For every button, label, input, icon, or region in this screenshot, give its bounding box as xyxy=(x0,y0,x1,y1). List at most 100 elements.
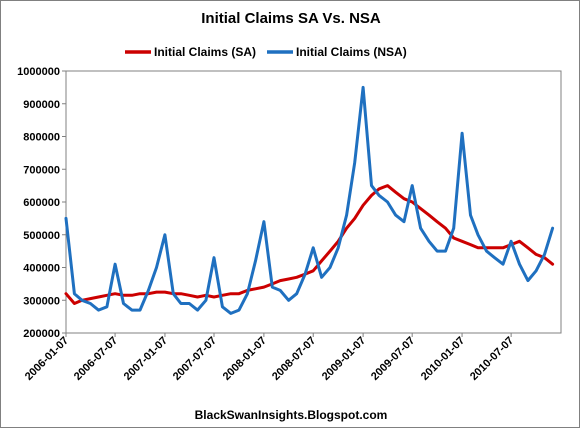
data-point-nsa xyxy=(477,233,479,236)
data-point-sa xyxy=(163,291,166,294)
data-point-nsa xyxy=(196,309,199,312)
legend-label-nsa: Initial Claims (NSA) xyxy=(296,45,407,59)
data-point-nsa xyxy=(386,201,389,203)
data-point-sa xyxy=(362,204,365,207)
data-point-nsa xyxy=(428,240,430,243)
series-line-nsa xyxy=(64,85,555,315)
y-tick-label: 300000 xyxy=(23,295,60,307)
data-point-nsa xyxy=(518,263,521,266)
data-point-sa xyxy=(114,292,117,295)
data-point-nsa xyxy=(535,269,538,272)
data-point-sa xyxy=(436,220,439,223)
data-point-sa xyxy=(452,237,455,239)
data-point-nsa xyxy=(246,292,249,295)
chart-title: Initial Claims SA Vs. NSA xyxy=(201,10,381,27)
data-point-nsa xyxy=(73,292,76,295)
data-point-nsa xyxy=(221,305,224,308)
data-point-sa xyxy=(155,291,158,294)
data-point-nsa xyxy=(394,214,397,217)
data-point-nsa xyxy=(345,214,348,217)
data-point-nsa xyxy=(543,253,546,256)
data-point-sa xyxy=(287,278,290,280)
data-point-sa xyxy=(279,279,282,282)
data-point-nsa xyxy=(130,309,133,312)
data-point-nsa xyxy=(139,309,141,312)
data-point-nsa xyxy=(452,227,455,230)
x-tick-label: 2007-07-07 xyxy=(171,335,219,383)
x-tick-label: 2008-01-07 xyxy=(221,335,269,383)
data-point-sa xyxy=(188,294,191,297)
data-point-nsa xyxy=(122,302,125,305)
data-point-nsa xyxy=(271,286,274,289)
y-tick-label: 400000 xyxy=(23,263,60,275)
data-point-nsa xyxy=(179,302,182,305)
data-point-sa xyxy=(378,187,381,190)
y-tick-label: 500000 xyxy=(23,230,60,242)
y-tick-label: 600000 xyxy=(23,197,60,209)
data-point-sa xyxy=(444,227,447,230)
data-point-sa xyxy=(105,294,108,297)
data-point-nsa xyxy=(155,266,158,269)
data-point-sa xyxy=(526,246,529,249)
y-tick-label: 700000 xyxy=(23,164,60,176)
data-point-sa xyxy=(73,302,76,305)
data-point-sa xyxy=(238,292,240,295)
legend: Initial Claims (SA) Initial Claims (NSA) xyxy=(125,45,407,59)
data-point-nsa xyxy=(114,263,117,266)
data-point-nsa xyxy=(411,184,414,187)
x-tick-label: 2009-07-07 xyxy=(369,335,417,383)
data-point-nsa xyxy=(81,299,83,302)
data-point-nsa xyxy=(279,289,282,292)
data-point-nsa xyxy=(493,256,496,259)
data-point-sa xyxy=(345,227,348,230)
data-point-nsa xyxy=(312,246,315,249)
data-point-nsa xyxy=(147,289,150,292)
legend-label-sa: Initial Claims (SA) xyxy=(154,45,256,59)
data-point-sa xyxy=(394,191,397,194)
data-point-nsa xyxy=(188,302,191,305)
data-point-nsa xyxy=(172,292,175,295)
data-point-sa xyxy=(329,250,331,253)
data-point-sa xyxy=(196,296,199,298)
data-point-nsa xyxy=(97,309,100,312)
data-point-nsa xyxy=(329,266,331,269)
series-group xyxy=(64,85,555,315)
y-tick-label: 900000 xyxy=(23,99,60,111)
data-point-nsa xyxy=(526,279,529,282)
data-point-nsa xyxy=(163,233,166,236)
y-tick-label: 1000000 xyxy=(17,66,60,78)
data-point-sa xyxy=(461,240,464,243)
data-point-sa xyxy=(254,287,257,290)
x-tick-label: 2006-07-07 xyxy=(72,335,120,383)
data-point-nsa xyxy=(510,240,513,243)
data-point-sa xyxy=(89,297,92,300)
y-tick-label: 800000 xyxy=(23,132,60,144)
data-point-sa xyxy=(518,240,521,243)
x-axis: 2006-01-07 2006-07-07 2007-01-07 2007-07-07… xyxy=(23,333,516,383)
data-point-sa xyxy=(386,184,389,187)
data-point-sa xyxy=(229,292,232,295)
data-point-sa xyxy=(469,243,472,246)
data-point-sa xyxy=(493,246,496,249)
data-point-sa xyxy=(295,276,298,279)
data-point-nsa xyxy=(551,227,554,230)
data-point-nsa xyxy=(295,292,298,295)
data-point-sa xyxy=(419,207,422,210)
data-point-nsa xyxy=(362,86,365,89)
data-point-sa xyxy=(213,296,215,298)
data-point-nsa xyxy=(320,276,323,279)
data-point-nsa xyxy=(444,250,447,253)
data-point-sa xyxy=(477,246,479,249)
data-point-sa xyxy=(179,292,182,295)
data-point-nsa xyxy=(469,214,472,217)
data-point-sa xyxy=(320,259,323,262)
data-point-nsa xyxy=(461,132,464,135)
data-point-nsa xyxy=(304,273,307,276)
data-point-nsa xyxy=(105,305,108,308)
data-point-nsa xyxy=(213,256,215,259)
data-point-sa xyxy=(139,292,141,295)
data-point-sa xyxy=(502,246,504,249)
data-point-sa xyxy=(65,292,67,295)
